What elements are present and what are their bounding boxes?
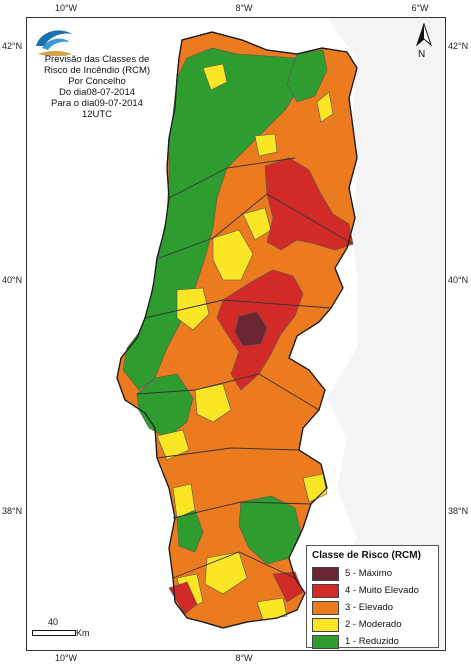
legend-swatch [312,617,339,632]
tick-top-6w: 6°W [411,3,429,13]
region-reduzido-north [286,49,328,103]
portugal-map [116,18,445,650]
legend-item-muito-elevado: 4 - Muito Elevado [312,582,433,599]
region-moderado-12 [256,597,288,621]
legend-item-moderado: 2 - Moderado [312,616,433,633]
legend-swatch [312,566,339,581]
legend-item-elevado: 3 - Elevado [312,599,433,616]
region-moderado-5 [194,383,232,423]
map-canvas [26,17,446,651]
map-title: Previsão das Classes de Risco de Incêndi… [18,54,176,120]
title-line-2: Risco de Incêndio (RCM) [43,65,151,76]
scale-value: 40 [48,617,59,627]
region-moderado-8 [316,91,334,123]
north-arrow-icon [415,22,433,47]
legend-swatch [312,600,339,615]
region-moderado-1 [202,63,228,91]
region-moderado-2 [212,229,254,281]
legend-item-maximo: 5 - Máximo [312,565,433,582]
region-moderado-6 [156,429,190,461]
legend-label: 5 - Máximo [345,568,392,579]
region-moderado-13 [302,473,328,503]
scale-bar-graphic [32,630,76,636]
tick-bottom-8w: 8°W [235,653,253,663]
region-muito-elevado-south [168,581,198,615]
tick-top-10w: 10°W [54,3,78,13]
title-line-1: Previsão das Classes de [44,54,150,65]
title-line-4: Do dia08-07-2014 [58,87,136,98]
legend-item-reduzido: 1 - Reduzido [312,633,433,650]
legend-label: 1 - Reduzido [345,636,399,647]
tick-right-38n: 38°N [448,506,469,516]
tick-left-40n: 40°N [2,275,23,285]
legend-title: Classe de Risco (RCM) [312,550,421,561]
title-line-3: Por Concelho [68,76,126,87]
region-maximo [234,311,268,347]
region-moderado-10 [204,551,248,595]
district-borders [136,157,354,579]
tick-left-42n: 42°N [2,41,23,51]
scale-unit: Km [76,628,90,638]
legend-swatch [312,583,339,598]
legend-label: 4 - Muito Elevado [345,585,419,596]
legend-swatch [312,634,339,649]
region-muito-elevado-north [264,157,354,251]
legend-label: 3 - Elevado [345,602,394,613]
tick-right-42n: 42°N [448,41,469,51]
tick-left-38n: 38°N [2,506,23,516]
north-arrow: N [411,22,437,63]
title-line-6: 12UTC [81,109,113,120]
region-moderado-7 [172,483,196,519]
legend-label: 2 - Moderado [345,619,402,630]
coastline [116,31,358,629]
north-label: N [418,49,426,60]
legend: Classe de Risco (RCM) 5 - Máximo 4 - Mui… [306,545,439,650]
tick-right-40n: 40°N [448,275,469,285]
logo-icon [36,30,72,57]
title-line-5: Para o dia09-07-2014 [51,98,143,109]
region-moderado-4 [176,287,210,331]
region-moderado-9 [254,133,278,157]
spain-area [317,18,445,650]
tick-top-8w: 8°W [235,3,253,13]
tick-bottom-10w: 10°W [54,653,78,663]
